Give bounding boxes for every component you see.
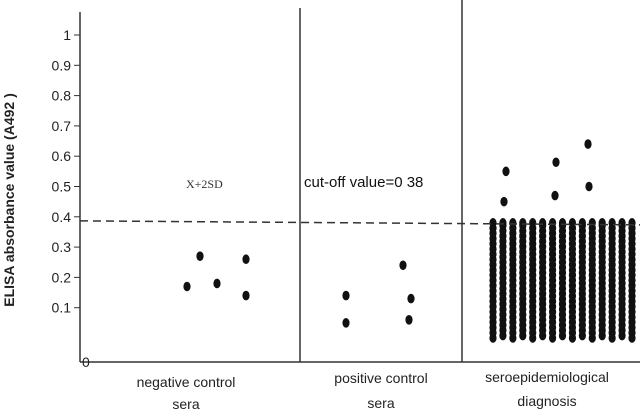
y-tick-label: 0.1 bbox=[52, 300, 72, 316]
data-point-negative-control bbox=[196, 251, 204, 261]
data-point-seroepidemiological bbox=[598, 218, 606, 228]
data-point-positive-control bbox=[407, 293, 415, 304]
data-point-seroepidemiological bbox=[509, 218, 517, 228]
data-point-seroepidemiological bbox=[584, 139, 592, 149]
data-point-seroepidemiological bbox=[529, 218, 537, 228]
data-point-seroepidemiological bbox=[608, 218, 616, 228]
data-point-positive-control bbox=[405, 315, 413, 325]
data-point-seroepidemiological bbox=[539, 218, 547, 228]
group-label-negative-line2: sera bbox=[172, 396, 199, 412]
data-point-seroepidemiological bbox=[618, 218, 626, 228]
data-point-negative-control bbox=[183, 281, 191, 292]
data-point-seroepidemiological bbox=[500, 196, 508, 207]
data-point-seroepidemiological bbox=[578, 218, 586, 228]
y-tick-label: 0.6 bbox=[52, 148, 72, 164]
y-axis-label: ELISA absorbance value (A492 ) bbox=[1, 93, 17, 306]
data-point-seroepidemiological bbox=[585, 181, 593, 192]
group-label-positive-line2: sera bbox=[367, 395, 394, 411]
y-tick-label: 0.9 bbox=[52, 57, 72, 73]
data-point-seroepidemiological bbox=[551, 190, 559, 201]
y-tick-label: 0.8 bbox=[52, 88, 72, 104]
data-point-seroepidemiological bbox=[628, 218, 636, 228]
y-tick-label: 0.7 bbox=[52, 118, 72, 134]
y-tick-label: 0.5 bbox=[52, 179, 72, 195]
y-tick-label: 1 bbox=[63, 27, 71, 43]
y-tick-label: 0.2 bbox=[52, 269, 72, 285]
data-point-seroepidemiological bbox=[489, 218, 497, 228]
data-point-seroepidemiological bbox=[499, 218, 507, 228]
cutoff-line bbox=[79, 220, 641, 226]
y-tick-label: 0.3 bbox=[52, 239, 72, 255]
data-point-seroepidemiological bbox=[502, 166, 510, 177]
data-point-seroepidemiological bbox=[548, 218, 557, 228]
y-tick-label: 0.4 bbox=[52, 209, 72, 225]
data-point-seroepidemiological bbox=[568, 218, 577, 228]
data-point-negative-control bbox=[242, 254, 250, 265]
group-label-negative-line1: negative control bbox=[137, 374, 236, 390]
group-label-sero-line2: diagnosis bbox=[517, 393, 576, 409]
data-point-negative-control bbox=[242, 290, 250, 301]
data-point-seroepidemiological bbox=[558, 218, 567, 228]
group-label-positive-line1: positive control bbox=[334, 370, 427, 386]
data-point-negative-control bbox=[213, 278, 221, 289]
data-point-seroepidemiological bbox=[588, 218, 596, 228]
origin-label: 0 bbox=[82, 354, 90, 370]
data-point-positive-control bbox=[342, 318, 350, 328]
data-point-positive-control bbox=[399, 260, 407, 271]
data-point-seroepidemiological bbox=[552, 157, 560, 168]
cutoff-annotation: cut-off value=0 38 bbox=[304, 174, 423, 191]
data-point-seroepidemiological bbox=[519, 218, 527, 228]
group-label-sero-line1: seroepidemiological bbox=[485, 369, 609, 385]
mean-2sd-annotation: X+2SD bbox=[186, 177, 223, 191]
data-point-positive-control bbox=[342, 290, 350, 301]
